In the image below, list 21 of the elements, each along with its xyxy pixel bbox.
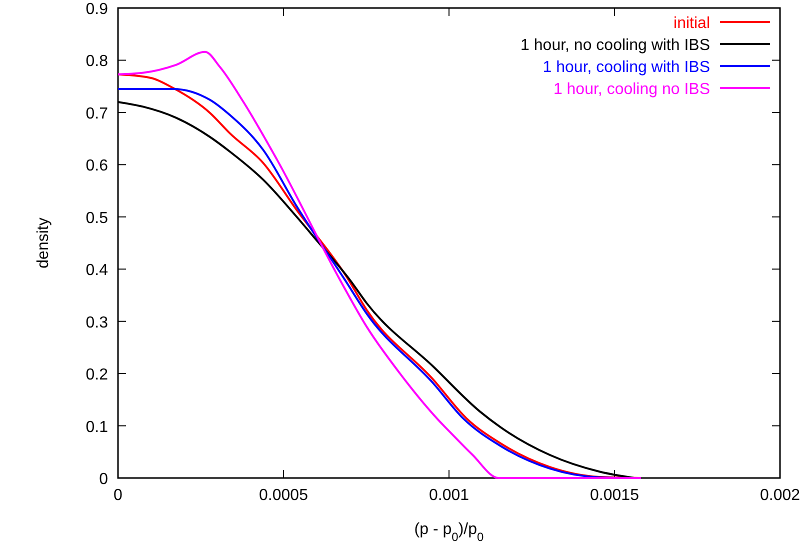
y-tick-label: 0.3 [86, 314, 108, 332]
legend-label: 1 hour, no cooling with IBS [520, 37, 710, 54]
y-tick-label: 0.4 [86, 262, 108, 280]
y-axis-title: density [35, 218, 52, 268]
y-tick-label: 0.9 [86, 1, 108, 18]
x-tick-label: 0.002 [760, 487, 800, 504]
y-tick-label: 0.2 [86, 366, 108, 384]
legend-label: 1 hour, cooling with IBS [542, 59, 710, 76]
y-tick-label: 0.7 [86, 105, 108, 122]
x-tick-label: 0 [114, 487, 123, 504]
y-tick-label: 0.8 [86, 53, 108, 70]
y-tick-label: 0 [99, 471, 108, 488]
y-tick-label: 0.5 [86, 210, 108, 227]
legend-label: initial [674, 15, 710, 32]
y-tick-label: 0.1 [86, 418, 108, 436]
x-tick-label: 0.0005 [259, 487, 308, 504]
y-tick-label: 0.6 [86, 158, 108, 175]
x-axis-title: (p - p$_{0}$)/p$_{0}$ [414, 521, 484, 544]
x-tick-label: 0.001 [428, 487, 470, 504]
x-tick-label: 0.0015 [590, 487, 640, 504]
legend-label: 1 hour, cooling no IBS [553, 81, 710, 98]
